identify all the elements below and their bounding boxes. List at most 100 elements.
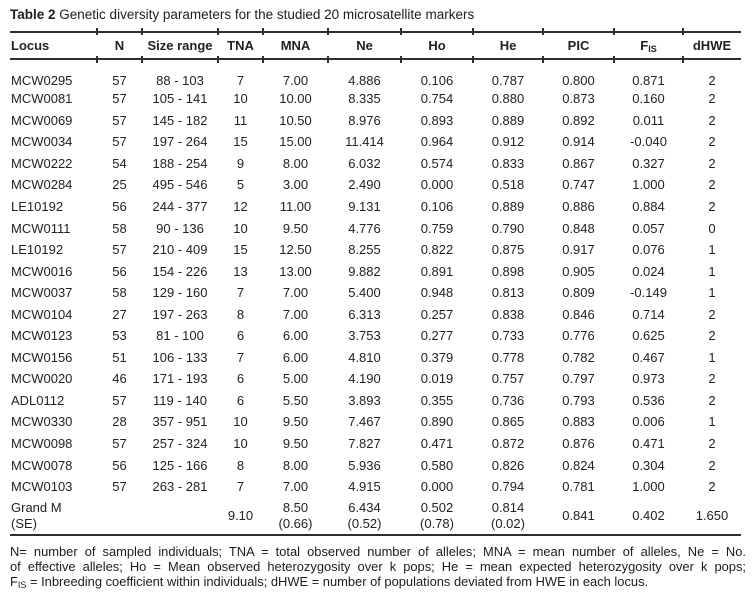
summary-cell-size_range <box>142 497 218 537</box>
cell-n: 56 <box>112 199 127 214</box>
cell-mna: 9.50 <box>282 414 309 430</box>
table-row: MCW0069 57 145 - 182 11 10.50 8.976 0.893 0.889… <box>10 110 741 132</box>
cell-n: 57 <box>112 479 127 495</box>
cell-n: 53 <box>112 328 127 344</box>
table-footnote: N= number of sampled individuals; TNA = … <box>10 544 746 590</box>
cell-pic: 0.800 <box>562 73 595 88</box>
cell-he: 0.778 <box>491 349 525 365</box>
cell-fis: -0.149 <box>630 285 667 301</box>
cell-dhwe: 1 <box>708 349 716 365</box>
cell-pic: 0.917 <box>562 242 595 258</box>
cell-tna: 13 <box>233 263 248 279</box>
cell-mna: 13.00 <box>279 263 312 279</box>
cell-he: 0.833 <box>491 155 525 171</box>
cell-pic: 0.809 <box>562 285 595 301</box>
cell-tna: 12 <box>233 199 248 214</box>
column-header-subscript: IS <box>648 44 657 54</box>
cell-ne: 6.032 <box>348 155 381 171</box>
cell-ne: 9.131 <box>348 199 381 214</box>
cell-dhwe: 2 <box>708 306 716 322</box>
cell-fis: 0.076 <box>632 242 665 258</box>
cell-dhwe: 2 <box>708 479 716 495</box>
cell-he: 0.865 <box>491 414 525 430</box>
cell-tna: 7 <box>236 73 245 88</box>
table-row: MCW0295 57 88 - 103 7 7.00 4.886 0.106 0.787 0.8… <box>10 59 741 88</box>
table-row: MCW0020 46 171 - 193 6 5.00 4.190 0.019 0.757 0.… <box>10 368 741 390</box>
cell-ne: 7.827 <box>348 436 381 452</box>
cell-he: 0.757 <box>491 371 525 387</box>
table-row: MCW0034 57 197 - 264 15 15.00 11.414 0.964 0.91… <box>10 131 741 153</box>
cell-mna: 6.00 <box>282 349 309 365</box>
cell-he: 0.790 <box>491 220 525 236</box>
cell-size_range: 154 - 226 <box>152 263 208 279</box>
table-body: MCW0295 57 88 - 103 7 7.00 4.886 0.106 0.787 0.8… <box>10 59 741 537</box>
summary-cell-ho: 0.502 (0.78) <box>401 497 473 537</box>
column-header-size_range: Size range <box>141 29 218 64</box>
cell-pic: 0.892 <box>562 112 595 128</box>
cell-tna: 8 <box>236 457 245 473</box>
summary-cell-dhwe: 1.650 <box>683 497 741 537</box>
cell-dhwe: 2 <box>708 328 716 344</box>
cell-mna: 7.00 <box>282 73 309 88</box>
footnote-line-1: N= number of sampled individuals; TNA = … <box>10 544 746 560</box>
cell-tna: 10 <box>233 220 248 236</box>
cell-he: 0.875 <box>491 242 525 258</box>
cell-size_range: 197 - 264 <box>152 134 208 150</box>
cell-pic: 0.797 <box>562 371 595 387</box>
cell-locus: MCW0123 <box>11 328 73 344</box>
table-row: MCW0123 53 81 - 100 6 6.00 3.753 0.277 0.733 0.7… <box>10 325 741 347</box>
cell-mna: 8.00 <box>282 457 309 473</box>
cell-mna: 10.50 <box>279 112 312 128</box>
cell-ne: 4.776 <box>348 220 381 236</box>
cell-mna: 5.50 <box>282 392 309 408</box>
cell-size_range: 263 - 281 <box>152 479 208 495</box>
footnote-fis-base: F <box>10 573 18 589</box>
cell-locus: MCW0069 <box>11 112 73 128</box>
cell-ho: 0.106 <box>420 73 454 88</box>
cell-pic: 0.873 <box>562 91 595 107</box>
cell-n: 57 <box>112 436 127 452</box>
cell-ne: 4.886 <box>348 73 381 88</box>
cell-he: 0.838 <box>491 306 525 322</box>
cell-tna: 8 <box>236 306 245 322</box>
cell-dhwe: 2 <box>708 436 716 452</box>
cell-size_range: 88 - 103 <box>156 73 204 88</box>
cell-fis: 0.304 <box>632 457 665 473</box>
cell-mna: 5.00 <box>282 371 309 387</box>
summary-cell-pic: 0.841 <box>543 497 614 537</box>
cell-he: 0.880 <box>491 91 525 107</box>
cell-fis: 0.057 <box>632 220 665 236</box>
cell-size_range: 105 - 141 <box>152 91 208 107</box>
cell-n: 27 <box>112 306 127 322</box>
cell-pic: 0.776 <box>562 328 595 344</box>
cell-ne: 11.414 <box>345 134 384 150</box>
cell-locus: MCW0016 <box>11 263 73 279</box>
cell-locus: LE10192 <box>11 199 64 214</box>
cell-mna: 12.50 <box>279 242 312 258</box>
cell-mna: 7.00 <box>282 285 309 301</box>
cell-pic: 0.905 <box>562 263 595 279</box>
cell-ne: 2.490 <box>348 177 381 193</box>
cell-pic: 0.846 <box>562 306 595 322</box>
cell-size_range: 129 - 160 <box>152 285 208 301</box>
cell-size_range: 210 - 409 <box>152 242 208 258</box>
summary-cell-mna: 8.50 (0.66) <box>263 497 328 537</box>
cell-ho: 0.000 <box>420 177 454 193</box>
cell-ho: 0.948 <box>420 285 454 301</box>
cell-tna: 10 <box>233 91 248 107</box>
cell-fis: 0.471 <box>632 436 665 452</box>
cell-mna: 15.00 <box>279 134 312 150</box>
cell-tna: 15 <box>233 242 248 258</box>
cell-pic: 0.824 <box>562 457 595 473</box>
cell-ne: 5.400 <box>348 285 381 301</box>
cell-locus: MCW0111 <box>11 220 71 236</box>
table-row: MCW0037 58 129 - 160 7 7.00 5.400 0.948 0.813 0.… <box>10 282 741 304</box>
cell-locus: MCW0330 <box>11 414 73 430</box>
summary-cell-tna: 9.10 <box>218 497 263 537</box>
cell-n: 57 <box>112 134 127 150</box>
cell-mna: 9.50 <box>282 220 309 236</box>
cell-locus: MCW0284 <box>11 177 73 193</box>
cell-n: 57 <box>112 112 127 128</box>
cell-ho: 0.277 <box>420 328 454 344</box>
cell-locus: MCW0104 <box>11 306 73 322</box>
